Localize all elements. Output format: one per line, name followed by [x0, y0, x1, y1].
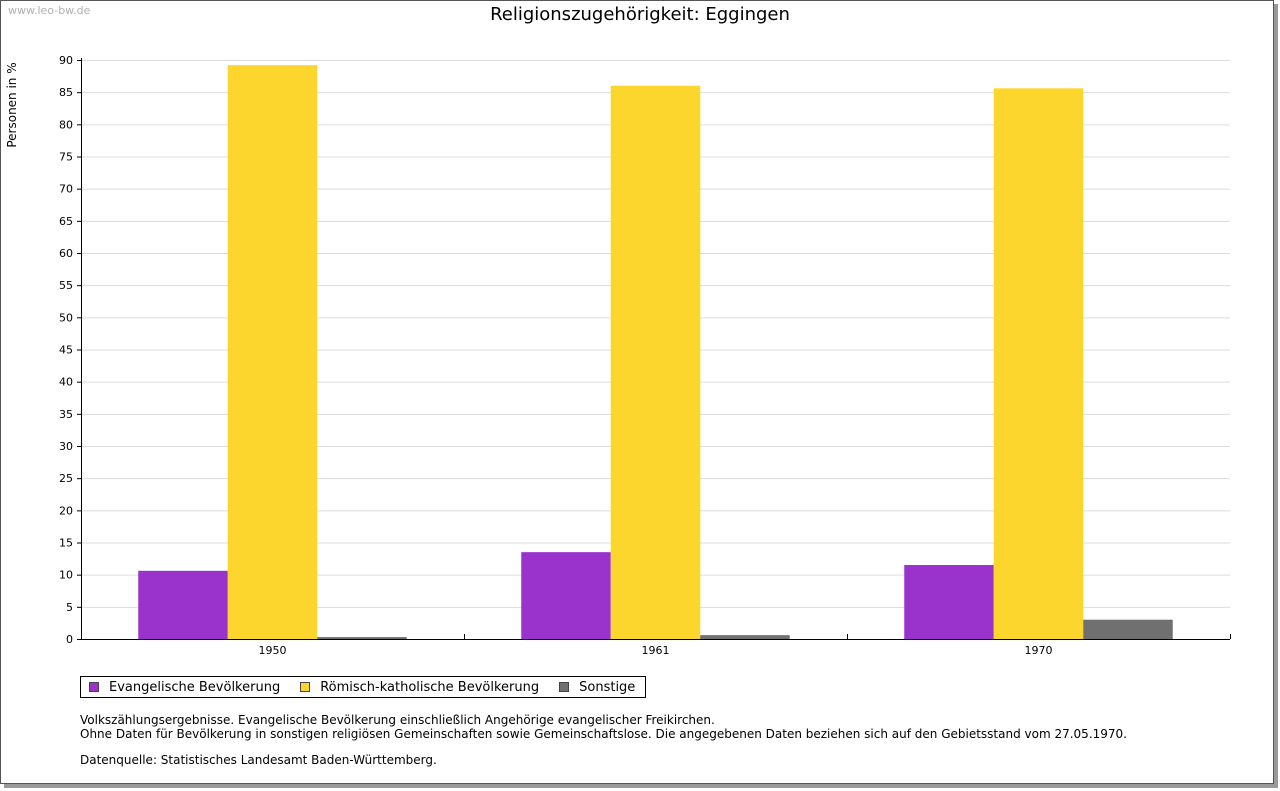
y-tick-label-50: 50	[59, 311, 73, 324]
y-tick-label-35: 35	[59, 408, 73, 421]
y-tick-label-85: 85	[59, 86, 73, 99]
legend-label-sonstige: Sonstige	[579, 679, 636, 695]
legend-item-katholisch: Römisch-katholische Bevölkerung	[300, 680, 539, 695]
note-line-1: Volkszählungsergebnisse. Evangelische Be…	[80, 713, 715, 727]
bar-1950-series-1	[227, 65, 318, 639]
watermark: www.leo-bw.de	[8, 4, 91, 17]
legend-swatch-katholisch	[300, 682, 311, 692]
legend-item-sonstige: Sonstige	[559, 680, 635, 695]
y-tick-label-20: 20	[59, 504, 73, 517]
y-tick-label-0: 0	[66, 633, 73, 646]
x-tick-label-1950: 1950	[259, 644, 287, 657]
x-tick-label-1970: 1970	[1025, 644, 1053, 657]
bar-1970-series-0	[904, 565, 994, 639]
y-tick-label-10: 10	[59, 569, 73, 582]
bar-1961-series-0	[521, 552, 611, 639]
bar-1970-series-2	[1083, 619, 1173, 639]
y-tick-label-40: 40	[59, 376, 73, 389]
legend-swatch-sonstige	[559, 682, 570, 692]
chart-title: Religionszugehörigkeit: Eggingen	[490, 4, 790, 25]
y-tick-label-90: 90	[59, 54, 73, 67]
bar-1950-series-2	[317, 637, 407, 639]
chart-notes: Volkszählungsergebnisse. Evangelische Be…	[80, 713, 1127, 767]
legend: Evangelische Bevölkerung Römisch-katholi…	[80, 676, 647, 698]
y-tick-label-45: 45	[59, 344, 73, 357]
bar-1961-series-2	[700, 635, 790, 639]
y-tick-label-75: 75	[59, 151, 73, 164]
legend-label-evangelisch: Evangelische Bevölkerung	[109, 679, 281, 695]
bar-1961-series-1	[610, 85, 701, 639]
x-tick-label-1961: 1961	[642, 644, 670, 657]
y-tick-label-55: 55	[59, 279, 73, 292]
bar-1950-series-0	[138, 570, 228, 639]
bar-1970-series-1	[993, 88, 1084, 640]
y-tick-label-65: 65	[59, 215, 73, 228]
legend-swatch-evangelisch	[89, 682, 99, 692]
y-tick-label-80: 80	[59, 118, 73, 131]
bar-chart: 0 5 10 15 20 25 30 35 40 45 50 55 60 65 70 75 80 85 90 1950…	[59, 54, 1231, 657]
y-tick-label-25: 25	[59, 472, 73, 485]
legend-label-katholisch: Römisch-katholische Bevölkerung	[320, 679, 540, 695]
y-tick-label-15: 15	[59, 537, 73, 550]
note-line-2: Ohne Daten für Bevölkerung in sonstigen …	[80, 727, 1127, 741]
y-tick-label-5: 5	[66, 601, 73, 614]
data-source: Datenquelle: Statistisches Landesamt Bad…	[80, 753, 437, 767]
legend-item-evangelisch: Evangelische Bevölkerung	[89, 680, 280, 695]
y-tick-label-30: 30	[59, 440, 73, 453]
y-tick-label-60: 60	[59, 247, 73, 260]
y-tick-label-70: 70	[59, 183, 73, 196]
